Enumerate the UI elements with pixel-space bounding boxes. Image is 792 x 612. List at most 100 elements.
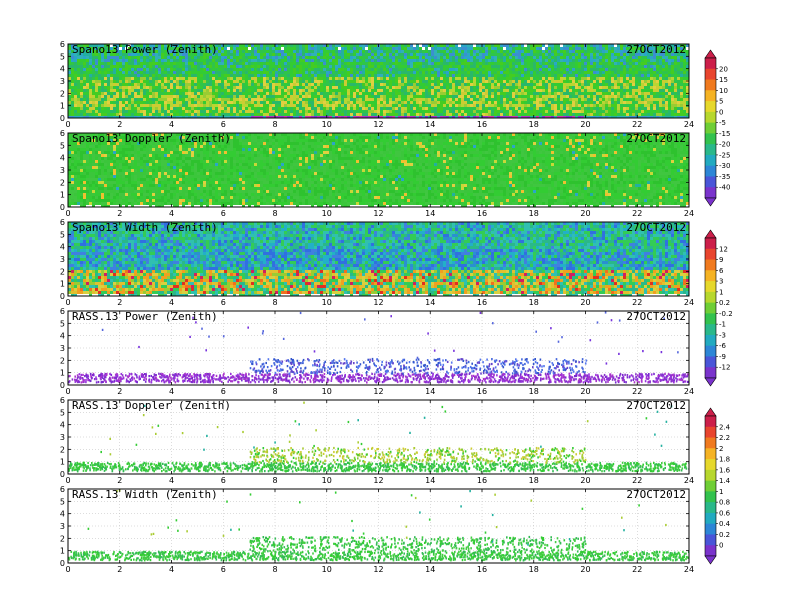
heatmap-cell [422,56,425,59]
heatmap-cell [374,92,377,95]
heatmap-cell [650,56,653,59]
heatmap-cell [632,83,635,86]
heatmap-cell [356,107,359,110]
heatmap-cell [182,89,185,92]
heatmap-cell [215,68,218,71]
heatmap-cell [179,74,182,77]
heatmap-cell [566,92,569,95]
heatmap-cell [539,83,542,86]
heatmap-cell [551,92,554,95]
heatmap-cell [548,83,551,86]
heatmap-cell [224,116,227,118]
heatmap-cell [80,56,83,59]
heatmap-cell [101,80,104,83]
heatmap-cell [86,68,89,71]
heatmap-cell [620,86,623,89]
heatmap-cell [410,71,413,74]
heatmap-cell [215,56,218,59]
heatmap-cell [518,110,521,113]
heatmap-cell [296,62,299,65]
heatmap-cell [509,98,512,101]
heatmap-cell [407,113,410,116]
heatmap-cell [488,50,491,53]
heatmap-cell [320,47,323,50]
heatmap-cell [170,110,173,113]
heatmap-cell [647,89,650,92]
heatmap-cell [332,98,335,101]
heatmap-cell [323,77,326,80]
heatmap-cell [233,74,236,77]
heatmap-cell [281,101,284,104]
heatmap-cell [113,83,116,86]
heatmap-cell [626,83,629,86]
heatmap-cell [461,74,464,77]
heatmap-cell [488,83,491,86]
heatmap-cell [584,68,587,71]
heatmap-cell [461,101,464,104]
heatmap-cell [311,47,314,50]
heatmap-cell [518,89,521,92]
heatmap-cell [233,86,236,89]
heatmap-cell [638,83,641,86]
heatmap-cell [620,92,623,95]
heatmap-cell [575,107,578,110]
heatmap-cell [197,83,200,86]
heatmap-cell [632,59,635,62]
heatmap-cell [338,110,341,113]
heatmap-cell [614,86,617,89]
heatmap-cell [80,98,83,101]
heatmap-cell [314,50,317,53]
heatmap-cell [278,47,281,50]
heatmap-cell [71,110,74,113]
heatmap-cell [86,62,89,65]
heatmap-cell [269,107,272,110]
heatmap-cell [377,110,380,113]
heatmap-cell [641,80,644,83]
heatmap-cell [518,95,521,98]
heatmap-cell [638,74,641,77]
heatmap-cell [83,74,86,77]
heatmap-cell [389,98,392,101]
heatmap-cell [482,65,485,68]
heatmap-cell [191,95,194,98]
heatmap-cell [536,71,539,74]
heatmap-cell [332,104,335,107]
heatmap-cell [509,113,512,116]
heatmap-cell [347,80,350,83]
heatmap-cell [578,101,581,104]
heatmap-cell [455,74,458,77]
heatmap-cell [287,47,290,50]
heatmap-cell [77,83,80,86]
heatmap-cell [509,50,512,53]
heatmap-cell [356,80,359,83]
heatmap-cell [503,56,506,59]
heatmap-cell [341,71,344,74]
heatmap-cell [509,74,512,77]
heatmap-cell [386,62,389,65]
heatmap-cell [305,116,308,118]
heatmap-cell [353,56,356,59]
heatmap-cell [287,86,290,89]
heatmap-cell [647,71,650,74]
heatmap-cell [230,53,233,56]
heatmap-cell [515,101,518,104]
heatmap-cell [245,83,248,86]
heatmap-cell [80,104,83,107]
heatmap-cell [476,68,479,71]
heatmap-cell [467,71,470,74]
heatmap-cell [203,113,206,116]
heatmap-cell [644,62,647,65]
heatmap-cell [224,77,227,80]
heatmap-cell [602,62,605,65]
heatmap-cell [71,89,74,92]
heatmap-cell [638,77,641,80]
heatmap-cell [629,113,632,116]
heatmap-cell [107,83,110,86]
heatmap-cell [539,71,542,74]
heatmap-cell [206,68,209,71]
heatmap-cell [191,89,194,92]
heatmap-cell [254,50,257,53]
heatmap-cell [449,74,452,77]
heatmap-cell [551,47,554,50]
heatmap-cell [482,107,485,110]
